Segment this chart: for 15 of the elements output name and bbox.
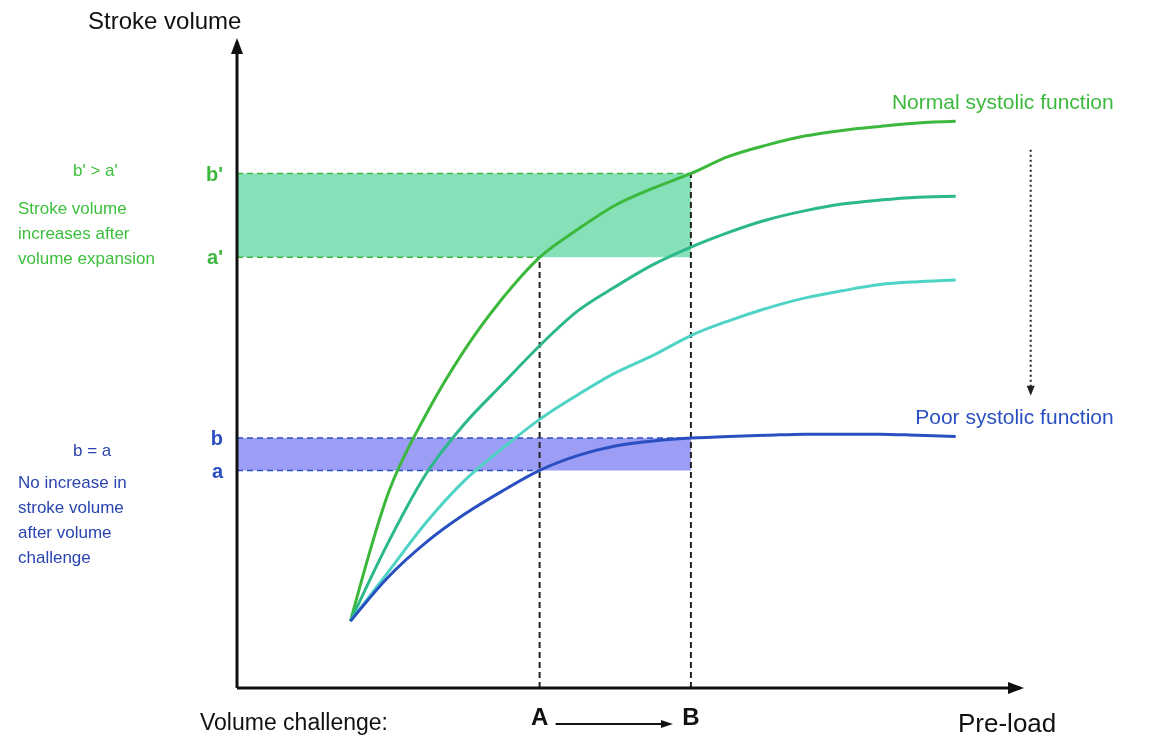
- x-tick-label: A: [530, 703, 549, 731]
- ref-line-label: a': [207, 246, 223, 269]
- ref-line-label: b': [206, 162, 223, 185]
- text: b = a: [73, 440, 113, 462]
- text: No increase in stroke volume after volume challenge: [18, 472, 128, 569]
- ref-line-label: a: [211, 459, 224, 482]
- text: Stroke volume: [88, 7, 242, 34]
- text: b' > a': [73, 160, 119, 182]
- text: Stroke volume increases after volume expansion: [18, 198, 157, 270]
- text: Volume challenge:: [200, 709, 389, 735]
- series-label: Normal systolic function: [891, 90, 1114, 114]
- series-label: Poor systolic function: [915, 405, 1114, 429]
- ref-line-label: b: [210, 427, 223, 450]
- x-tick-label: B: [682, 703, 700, 731]
- x-axis-title: Pre-load: [958, 708, 1057, 739]
